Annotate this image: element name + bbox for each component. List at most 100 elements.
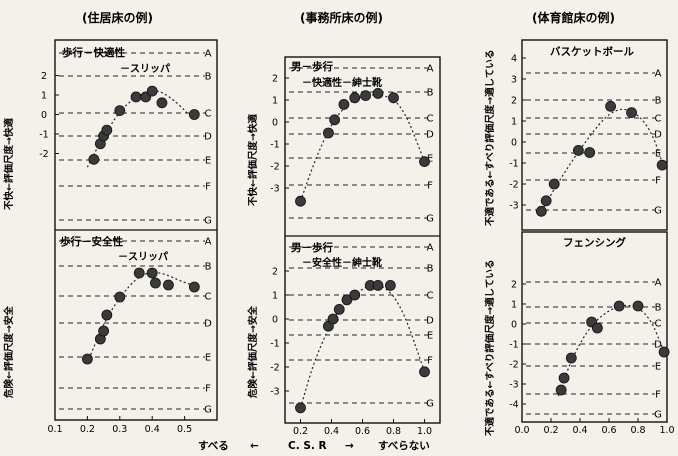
y-tick-label: 1 bbox=[272, 96, 278, 107]
data-point bbox=[605, 100, 617, 112]
data-point bbox=[349, 289, 361, 301]
data-point bbox=[656, 159, 668, 171]
office-comfort-ylabel: 不快←評価尺度→快適 bbox=[247, 114, 259, 206]
y-tick-label: -1 bbox=[509, 340, 518, 351]
data-point bbox=[584, 147, 596, 158]
residential-comfort-ylabel: 不快←評価尺度→快適 bbox=[3, 118, 15, 210]
grade-letter-b: B bbox=[205, 262, 212, 273]
gym-xticks: 0.0 0.2 0.4 0.6 0.8 1.0 bbox=[514, 418, 675, 436]
title-residential: (住居床の例) bbox=[82, 10, 153, 25]
x-tick-label: 0.5 bbox=[177, 424, 192, 435]
x-tick-label: 0.0 bbox=[514, 425, 529, 436]
grade-letter-a: A bbox=[205, 49, 212, 60]
grade-letter-d: D bbox=[426, 316, 434, 327]
data-point bbox=[333, 303, 345, 315]
grade-letter-a: A bbox=[655, 278, 662, 289]
data-point bbox=[156, 97, 168, 109]
grade-letter-b: B bbox=[427, 264, 434, 275]
data-point bbox=[146, 85, 158, 97]
data-point bbox=[101, 309, 113, 321]
data-point bbox=[188, 109, 200, 120]
y-tick-label: -4 bbox=[509, 400, 518, 411]
office-safety-panel: AB C DE F G 男－歩行 －安全性－紳士靴 2 1 0 -1 -2 -3 bbox=[270, 241, 434, 414]
grade-letter-e: E bbox=[427, 331, 433, 342]
x-tick-label: 0.4 bbox=[145, 424, 160, 435]
y-tick-label: 3 bbox=[511, 75, 517, 86]
y-tick-label: 4 bbox=[511, 54, 517, 65]
grade-letter-b: B bbox=[427, 88, 434, 99]
axis-center-label: C. S. R bbox=[288, 440, 327, 452]
y-tick-label: 2 bbox=[41, 71, 47, 82]
data-point bbox=[188, 281, 200, 293]
data-point bbox=[150, 277, 161, 289]
data-point bbox=[295, 195, 306, 207]
grade-letter-d: D bbox=[204, 319, 212, 330]
data-point bbox=[419, 156, 430, 168]
data-point bbox=[626, 107, 637, 118]
data-point bbox=[572, 144, 584, 156]
y-tick-label: -2 bbox=[509, 360, 518, 371]
grade-letter-g: G bbox=[426, 399, 434, 410]
data-point bbox=[592, 322, 603, 334]
panel-title-line: －スリッパ bbox=[118, 251, 168, 263]
data-point bbox=[565, 352, 577, 364]
grade-letter-c: C bbox=[427, 291, 434, 302]
grade-letter-e: E bbox=[205, 156, 211, 167]
grade-letter-e: E bbox=[655, 362, 661, 373]
y-tick-label: -2 bbox=[270, 363, 279, 374]
y-tick-label: -3 bbox=[509, 201, 518, 212]
y-tick-label: 1 bbox=[511, 117, 517, 128]
data-point bbox=[540, 195, 552, 207]
data-point bbox=[130, 91, 142, 103]
gym-fencing-ylabel: 不適である←すべり評価尺度→適している bbox=[484, 260, 496, 436]
x-tick-label: 0.2 bbox=[293, 426, 308, 437]
y-tick-label: -1 bbox=[509, 159, 518, 170]
residential-safety-ylabel: 危険←評価尺度→安全 bbox=[3, 306, 15, 399]
y-tick-label: 2 bbox=[511, 280, 517, 291]
grade-letter-b: B bbox=[655, 303, 662, 314]
grade-letter-f: F bbox=[655, 176, 661, 187]
data-point bbox=[114, 291, 126, 303]
y-tick-label: 1 bbox=[272, 291, 278, 302]
panel-title-line: フェンシング bbox=[563, 236, 626, 249]
y-tick-label: -3 bbox=[270, 184, 279, 195]
data-point bbox=[372, 88, 384, 99]
y-tick-label: 0 bbox=[511, 138, 517, 149]
office-safety-ylabel: 危険←評価尺度→安全 bbox=[247, 306, 259, 399]
office-comfort-panel: A B CD E F G 男－歩行 －快適性－紳士靴 2 1 0 -1 -2 -3 bbox=[270, 60, 434, 225]
grade-letter-g: G bbox=[426, 214, 434, 225]
y-tick-label: -1 bbox=[270, 140, 279, 151]
data-point bbox=[632, 300, 644, 312]
data-point bbox=[88, 153, 100, 165]
grade-letter-f: F bbox=[427, 181, 433, 192]
grade-letter-c: C bbox=[205, 109, 212, 120]
y-tick-label: 2 bbox=[511, 96, 517, 107]
grade-letter-d: D bbox=[204, 132, 212, 143]
grade-letter-g: G bbox=[204, 405, 212, 416]
x-tick-label: 1.0 bbox=[659, 425, 674, 436]
x-tick-label: 0.1 bbox=[47, 424, 62, 435]
axis-left-label: すべる bbox=[198, 440, 229, 452]
x-tick-label: 0.2 bbox=[543, 425, 558, 436]
office-xticks: 0.2 0.4 0.6 0.8 1.0 bbox=[293, 419, 432, 437]
residential-xticks: 0.1 0.2 0.3 0.4 0.5 bbox=[47, 416, 192, 435]
data-point bbox=[360, 90, 372, 101]
data-point bbox=[82, 353, 93, 365]
panel-title-line: －安全性－紳士靴 bbox=[302, 256, 382, 269]
data-point bbox=[114, 105, 126, 116]
x-tick-label: 0.8 bbox=[386, 426, 401, 437]
panel-title-line: 男－歩行 bbox=[291, 241, 333, 254]
y-tick-label: -3 bbox=[509, 380, 518, 391]
data-point bbox=[388, 92, 399, 104]
axis-left-arrow: ← bbox=[250, 440, 259, 452]
grade-letter-f: F bbox=[427, 356, 433, 367]
grade-letter-g: G bbox=[654, 410, 662, 421]
x-tick-label: 0.4 bbox=[572, 425, 587, 436]
y-tick-label: -2 bbox=[270, 162, 279, 173]
data-point bbox=[338, 99, 350, 110]
y-tick-label: 2 bbox=[272, 267, 278, 278]
